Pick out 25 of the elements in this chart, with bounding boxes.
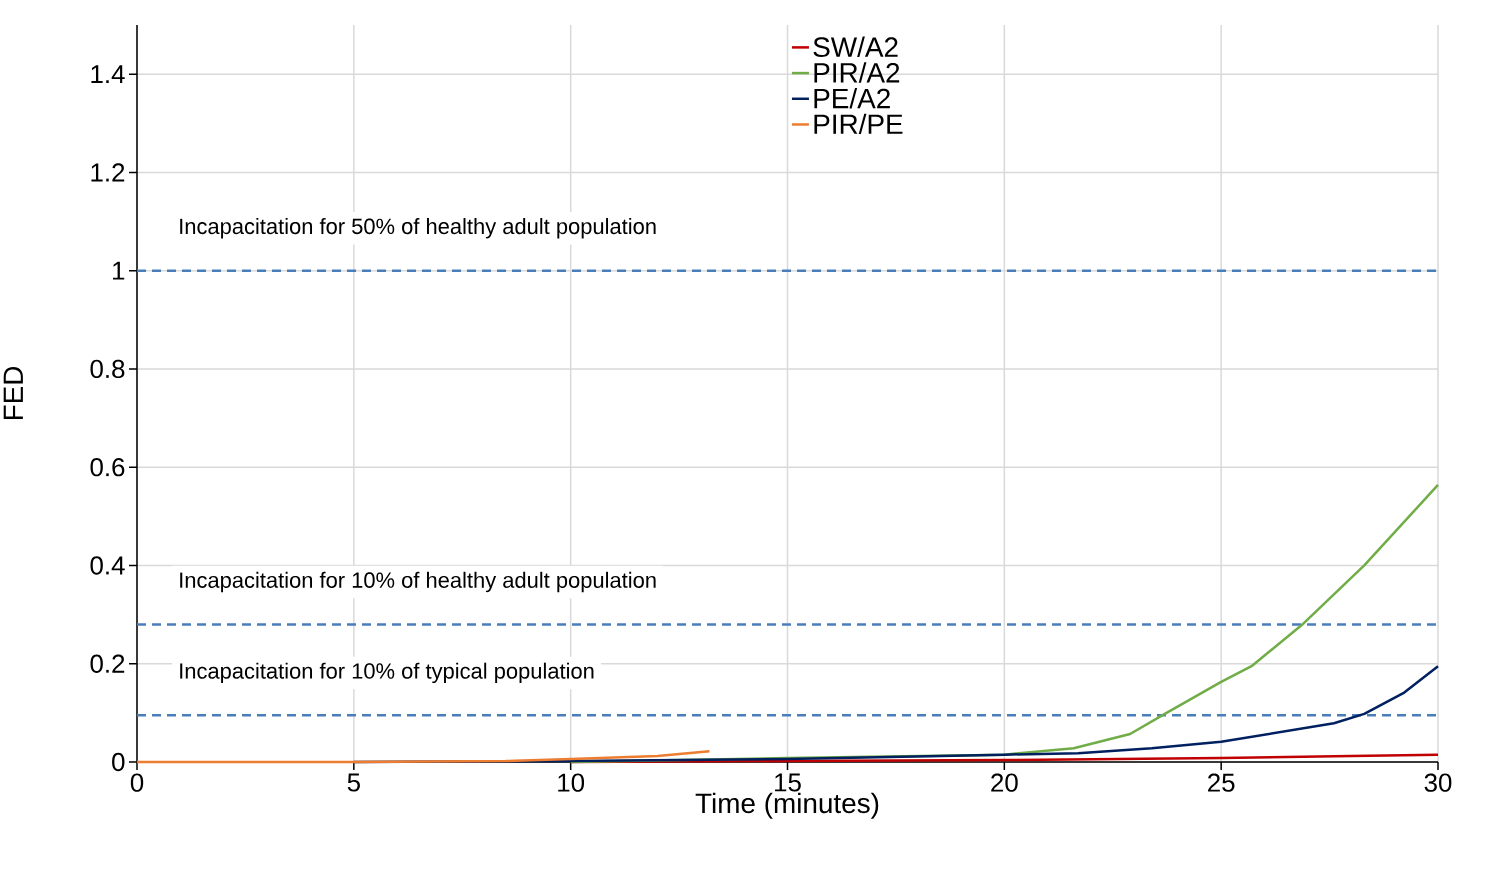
ref-line-label: Incapacitation for 10% of typical population (180, 662, 594, 684)
y-axis-title: FED (3, 366, 23, 420)
x-tick-label: 0 (130, 773, 144, 792)
x-tick-label: 5 (347, 773, 360, 792)
y-tick-label: 0.8 (90, 359, 125, 379)
x-tick-label: 10 (558, 773, 585, 792)
y-tick-label: 1.2 (91, 163, 125, 182)
y-tick-label: 1.4 (91, 65, 125, 84)
legend-label: SW/A2 (813, 36, 898, 58)
ref-line-label: Incapacitation for 10% of healthy adult population (180, 571, 656, 593)
y-tick-label: 0.2 (90, 654, 125, 673)
y-tick-label: 0.6 (90, 458, 125, 477)
x-tick-label: 25 (1208, 773, 1235, 792)
y-tick-label: 1 (113, 261, 125, 280)
legend-label: PIR/A2 (814, 62, 900, 83)
legend-label: PE/A2 (814, 87, 890, 109)
x-tick-label: 20 (991, 773, 1018, 792)
x-axis-title: Time (minutes) (695, 792, 879, 819)
ref-line-label: Incapacitation for 50% of healthy adult population (180, 218, 656, 239)
line-series (135, 749, 711, 764)
legend-label: PIR/PE (814, 113, 903, 135)
y-tick-label: 0 (112, 752, 125, 772)
x-tick-label: 15 (775, 773, 801, 792)
x-tick-label: 30 (1424, 773, 1452, 792)
y-tick-label: 0.4 (90, 556, 125, 575)
